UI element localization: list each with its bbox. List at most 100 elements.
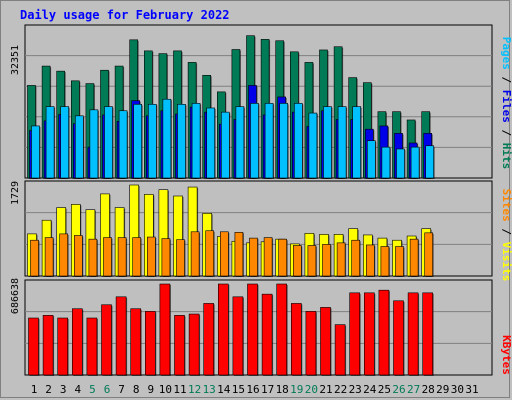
sites-bar [365,244,375,277]
pages-bar [381,146,391,179]
sites-bar [176,239,185,277]
kbytes-bar [422,292,434,376]
kbytes-bar [145,311,156,376]
pages-bar [31,125,40,179]
kbytes-bar [86,317,98,376]
hits-files-pages-panel [24,24,493,180]
day-axis: 1 2 3 4 5 6 7 8 9 10 11 12 13 14 15 16 17 18 19 20 21 22 23 24 2… [31,383,479,396]
kbytes-ytick-label: 686638 [10,278,21,314]
pages-bar [235,106,245,179]
kbytes-bar [407,292,419,376]
pages-bar [308,112,318,179]
pages-bar [89,109,99,179]
page-title: Daily usage for February 2022 [20,8,230,22]
sites-bar [263,237,273,277]
day-tick-label: 2 [45,383,52,396]
pages-bar [75,115,84,179]
visits-sites-legend: Sites / Visits [500,189,512,282]
sites-bar [44,237,54,277]
day-tick-label: 17 [261,383,274,396]
kbytes-bar [232,296,244,376]
day-tick-label: 8 [133,383,140,396]
visits-ymax-label: 1729 [10,181,21,205]
kbytes-bar [305,311,317,376]
day-tick-label: 24 [363,383,377,396]
legend-row: Sites / Visits [500,189,512,282]
day-tick-label: 10 [159,383,172,396]
day-tick-label: 5 [89,383,96,396]
day-tick-label: 25 [378,383,391,396]
pages-bar [133,104,142,179]
day-tick-label: 1 [31,383,38,396]
day-tick-label: 4 [74,383,81,396]
pages-bar [191,103,201,179]
legend-pages: Pages [500,37,512,70]
kbytes-bar [363,292,375,376]
pages-bar [396,148,405,179]
day-tick-label: 21 [319,383,332,396]
kbytes-panel [24,279,493,376]
sites-bar [322,244,331,277]
sites-bar [205,230,214,277]
kbytes-bar [276,283,288,376]
kbytes-bar [393,300,404,376]
kbytes-bar [101,304,112,376]
pages-bar [264,103,274,179]
sites-bar [395,246,404,277]
day-tick-label: 3 [60,383,67,396]
legend-sites: Sites [500,189,512,222]
kbytes-bar [203,303,214,376]
kbytes-bar [349,292,361,376]
day-tick-label: 23 [349,383,362,396]
kbytes-ymax-label: 686638 [10,278,21,314]
kbytes-bar [290,303,302,376]
day-tick-label: 19 [290,383,303,396]
pages-bar [60,106,70,179]
pages-bar [323,106,332,179]
pages-bar [177,104,186,179]
legend-row: Pages / Files / Hits [500,37,512,170]
day-tick-label: 20 [305,383,318,396]
day-tick-label: 7 [118,383,125,396]
hits-ytick-label: 32351 [10,45,21,75]
day-tick-label: 31 [465,383,478,396]
sites-bar [74,235,83,277]
day-tick-label: 16 [246,383,259,396]
kbytes-bar [72,308,83,376]
sites-bar [161,238,171,277]
kbytes-bar [57,317,69,376]
day-tick-label: 13 [203,383,216,396]
sites-bar [307,245,317,277]
legend-hits: Hits [500,143,512,170]
kbytes-bar [218,283,229,376]
sites-bar [117,237,127,277]
pages-bar [366,140,376,179]
sites-bar [132,237,141,277]
sites-bar [88,238,98,277]
hits-files-pages-legend: Pages / Files / Hits [500,37,512,170]
sites-bar [351,239,361,277]
sites-bar [220,231,229,277]
kbytes-bar [159,283,171,376]
sites-bar [249,237,258,277]
kbytes-legend: KBytes [500,335,512,375]
pages-bar [221,111,230,179]
sites-bar [30,239,39,277]
day-tick-label: 14 [217,383,231,396]
day-tick-label: 12 [188,383,201,396]
pages-bar [250,103,259,179]
sites-bar [234,232,244,277]
kbytes-bar [28,317,39,376]
sites-bar [336,242,346,277]
sites-bar [190,231,200,277]
sites-bar [103,237,112,277]
kbytes-bar [130,308,141,376]
kbytes-bar [115,296,127,376]
pages-bar [425,145,435,179]
legend-visits: Visits [500,242,512,282]
sites-bar [59,233,69,277]
day-tick-label: 22 [334,383,347,396]
sites-bar [292,245,302,277]
day-tick-label: 6 [104,383,111,396]
pages-bar [45,106,55,179]
